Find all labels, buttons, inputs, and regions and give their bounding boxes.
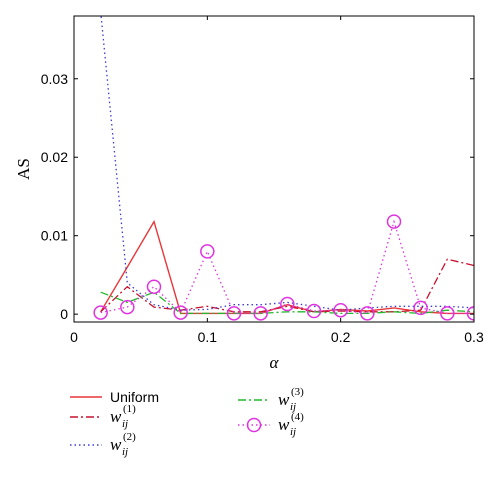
y-tick-label: 0.03 [41, 71, 68, 87]
legend-label-subscript: ij [122, 446, 128, 458]
legend-label-superscript: (1) [123, 403, 136, 415]
series-5-point-2 [120, 299, 135, 315]
legend-label-symbol: w [110, 435, 122, 454]
series-5-point-14 [440, 306, 455, 321]
legend-label-subscript: ij [122, 418, 128, 430]
series-5-point-6 [226, 306, 242, 321]
x-tick-label: 0.2 [331, 329, 351, 345]
legend-label-symbol: w [110, 407, 122, 426]
y-tick-label: 0.01 [41, 228, 68, 244]
legend-swatch-marker [246, 417, 262, 433]
legend-label-symbol: w [278, 415, 290, 434]
series-line-1 [100, 219, 474, 315]
y-tick-label: 0.02 [41, 149, 68, 165]
series-5-point-13 [413, 300, 428, 316]
series-5-point-8 [280, 296, 295, 312]
x-axis-label: α [270, 353, 280, 372]
series-5-point-5 [200, 244, 215, 259]
series-line-4 [100, 291, 474, 315]
series-5-point-7 [253, 306, 268, 321]
series-5-point-1 [93, 305, 108, 320]
legend-item-2: w (1) ij [70, 403, 136, 430]
series-5-point-11 [360, 306, 375, 321]
series-5-point-12 [386, 214, 402, 229]
legend-label-subscript: ij [290, 426, 296, 438]
legend-label-superscript: (2) [123, 431, 136, 443]
series-line-2 [100, 258, 474, 313]
legend-label-superscript: (3) [291, 386, 304, 398]
series-5-point-10 [333, 302, 348, 318]
legend-label: Uniform [110, 389, 159, 405]
legend-label-subscript: ij [290, 401, 296, 413]
series-5-point-4 [173, 305, 188, 320]
x-tick-label: 0 [70, 329, 78, 345]
plot-area [93, 16, 474, 321]
series-group [93, 16, 474, 321]
legend-label-superscript: (4) [291, 411, 304, 423]
y-tick-label: 0 [60, 306, 68, 322]
legend-item-3: w (2) ij [70, 431, 136, 458]
x-tick-label: 0.3 [464, 329, 484, 345]
series-line-5 [100, 219, 474, 315]
series-5-point-9 [306, 303, 322, 319]
plot-frame [73, 15, 475, 323]
series-5-point-3 [146, 279, 162, 294]
y-axis-label: AS [14, 158, 33, 180]
legend-item-5: w (4) ij [238, 411, 304, 438]
legend-label-symbol: w [278, 390, 290, 409]
series-line-3 [100, 16, 474, 311]
legend-item-1: Uniform [70, 389, 159, 405]
series-5-point-15 [466, 306, 474, 321]
x-tick-label: 0.1 [198, 329, 218, 345]
legend-item-4: w (3) ij [238, 386, 304, 413]
axes: 0 0.1 0.2 0.3 0 0.01 0.02 0.03 α AS [14, 15, 484, 372]
